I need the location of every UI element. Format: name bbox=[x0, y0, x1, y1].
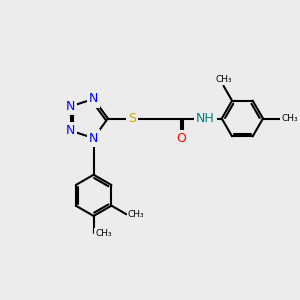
Text: NH: NH bbox=[196, 112, 214, 125]
Text: N: N bbox=[89, 92, 98, 105]
Text: S: S bbox=[128, 112, 136, 125]
Text: N: N bbox=[66, 100, 75, 113]
Text: CH₃: CH₃ bbox=[215, 75, 232, 84]
Text: N: N bbox=[66, 124, 75, 137]
Text: N: N bbox=[89, 132, 98, 145]
Text: CH₃: CH₃ bbox=[95, 229, 112, 238]
Text: CH₃: CH₃ bbox=[282, 114, 298, 123]
Text: CH₃: CH₃ bbox=[128, 210, 144, 219]
Text: O: O bbox=[176, 132, 186, 145]
